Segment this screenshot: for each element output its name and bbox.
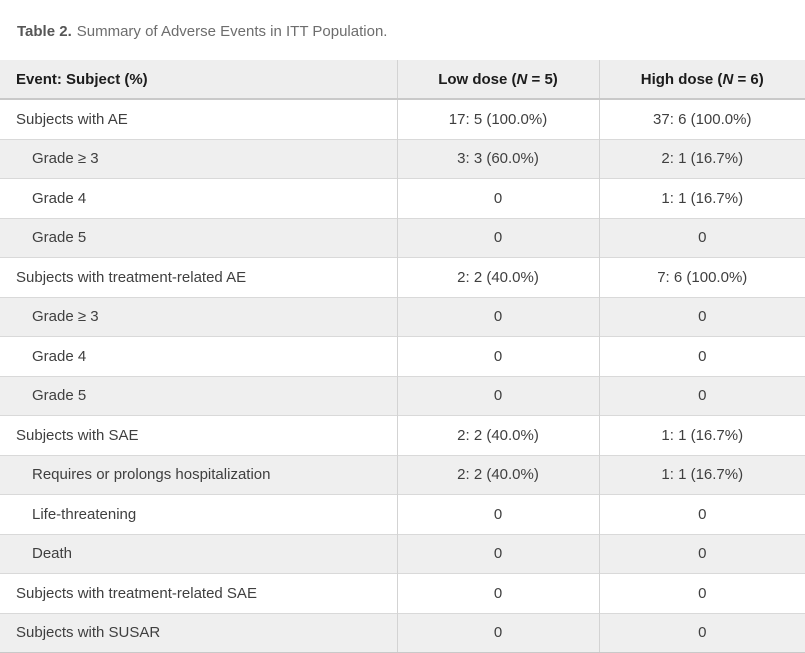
table-row: Subjects with SAE 2: 2 (40.0%) 1: 1 (16.…: [0, 415, 805, 455]
low-dose-label-prefix: Low dose (: [438, 70, 517, 88]
low-dose-n-symbol: N: [516, 70, 528, 88]
row-event-label: Grade ≥ 3: [0, 139, 397, 179]
row-event-label: Grade ≥ 3: [0, 297, 397, 337]
table-row: Subjects with AE 17: 5 (100.0%) 37: 6 (1…: [0, 99, 805, 139]
table-row: Subjects with treatment-related AE 2: 2 …: [0, 257, 805, 297]
row-high-dose-value: 0: [598, 494, 805, 534]
row-high-dose-value: 0: [598, 573, 805, 613]
row-high-dose-value: 37: 6 (100.0%): [598, 99, 805, 139]
row-low-dose-value: 2: 2 (40.0%): [396, 415, 599, 455]
row-event-label: Subjects with AE: [16, 110, 128, 128]
table-row: Grade 5 0 0: [0, 218, 805, 258]
table-caption: Table 2. Summary of Adverse Events in ITT…: [0, 0, 805, 60]
row-low-dose-value: 0: [396, 573, 599, 613]
high-dose-n-symbol: N: [722, 70, 734, 88]
row-event-label: Subjects with SAE: [16, 426, 139, 444]
row-event-label: Grade 4: [32, 347, 87, 365]
row-event-label: Subjects with treatment-related AE: [16, 268, 247, 286]
low-dose-label-suffix: = 5): [527, 70, 558, 88]
column-header-event: Event: Subject (%): [0, 60, 397, 99]
table-body: Subjects with AE 17: 5 (100.0%) 37: 6 (1…: [0, 99, 805, 653]
row-high-dose-value: 2: 1 (16.7%): [598, 139, 805, 179]
column-header-high-dose: High dose (N = 6): [598, 60, 805, 99]
high-dose-label-prefix: High dose (: [640, 70, 723, 88]
row-high-dose-value: 1: 1 (16.7%): [598, 415, 805, 455]
table-row: Grade 4 0 0: [0, 336, 805, 376]
table-row: Death 0 0: [0, 534, 805, 574]
row-high-dose-value: 7: 6 (100.0%): [598, 257, 805, 297]
row-low-dose-value: 0: [396, 297, 599, 337]
row-high-dose-value: 0: [598, 376, 805, 416]
column-header-low-dose: Low dose (N = 5): [396, 60, 599, 99]
row-event-label: Subjects with treatment-related SAE: [16, 584, 257, 602]
row-high-dose-value: 0: [598, 297, 805, 337]
row-low-dose-value: 0: [396, 178, 599, 218]
row-event-label: Grade 5: [0, 376, 397, 416]
row-high-dose-value: 0: [598, 534, 805, 574]
row-high-dose-value: 1: 1 (16.7%): [598, 178, 805, 218]
table-row: Grade 5 0 0: [0, 376, 805, 416]
row-high-dose-value: 0: [598, 218, 805, 258]
table-row: Grade ≥ 3 3: 3 (60.0%) 2: 1 (16.7%): [0, 139, 805, 179]
table-caption-label: Table 2.: [17, 23, 72, 40]
row-low-dose-value: 0: [396, 494, 599, 534]
table-row: Life-threatening 0 0: [0, 494, 805, 534]
table-row: Subjects with treatment-related SAE 0 0: [0, 573, 805, 613]
adverse-events-table: Event: Subject (%) Low dose (N = 5) High…: [0, 60, 805, 653]
row-high-dose-value: 0: [598, 613, 805, 653]
row-event-label: Life-threatening: [32, 505, 137, 523]
row-event-label: Grade 4: [32, 189, 87, 207]
high-dose-label-suffix: = 6): [733, 70, 764, 88]
row-event-label: Grade 5: [0, 218, 397, 258]
row-event-label: Death: [0, 534, 397, 574]
row-low-dose-value: 0: [396, 534, 599, 574]
table-row: Requires or prolongs hospitalization 2: …: [0, 455, 805, 495]
table-caption-text: Summary of Adverse Events in ITT Populat…: [76, 23, 388, 40]
row-low-dose-value: 2: 2 (40.0%): [396, 455, 599, 495]
row-low-dose-value: 17: 5 (100.0%): [396, 99, 599, 139]
row-event-label: Requires or prolongs hospitalization: [0, 455, 397, 495]
table-row: Subjects with SUSAR 0 0: [0, 613, 805, 653]
row-low-dose-value: 0: [396, 336, 599, 376]
row-high-dose-value: 0: [598, 336, 805, 376]
row-low-dose-value: 0: [396, 613, 599, 653]
table-row: Grade ≥ 3 0 0: [0, 297, 805, 337]
row-high-dose-value: 1: 1 (16.7%): [598, 455, 805, 495]
row-event-label: Subjects with SUSAR: [0, 613, 397, 653]
row-low-dose-value: 2: 2 (40.0%): [396, 257, 599, 297]
table-row: Grade 4 0 1: 1 (16.7%): [0, 178, 805, 218]
row-low-dose-value: 0: [396, 376, 599, 416]
table-header-row: Event: Subject (%) Low dose (N = 5) High…: [0, 60, 805, 99]
row-low-dose-value: 0: [396, 218, 599, 258]
row-low-dose-value: 3: 3 (60.0%): [396, 139, 599, 179]
